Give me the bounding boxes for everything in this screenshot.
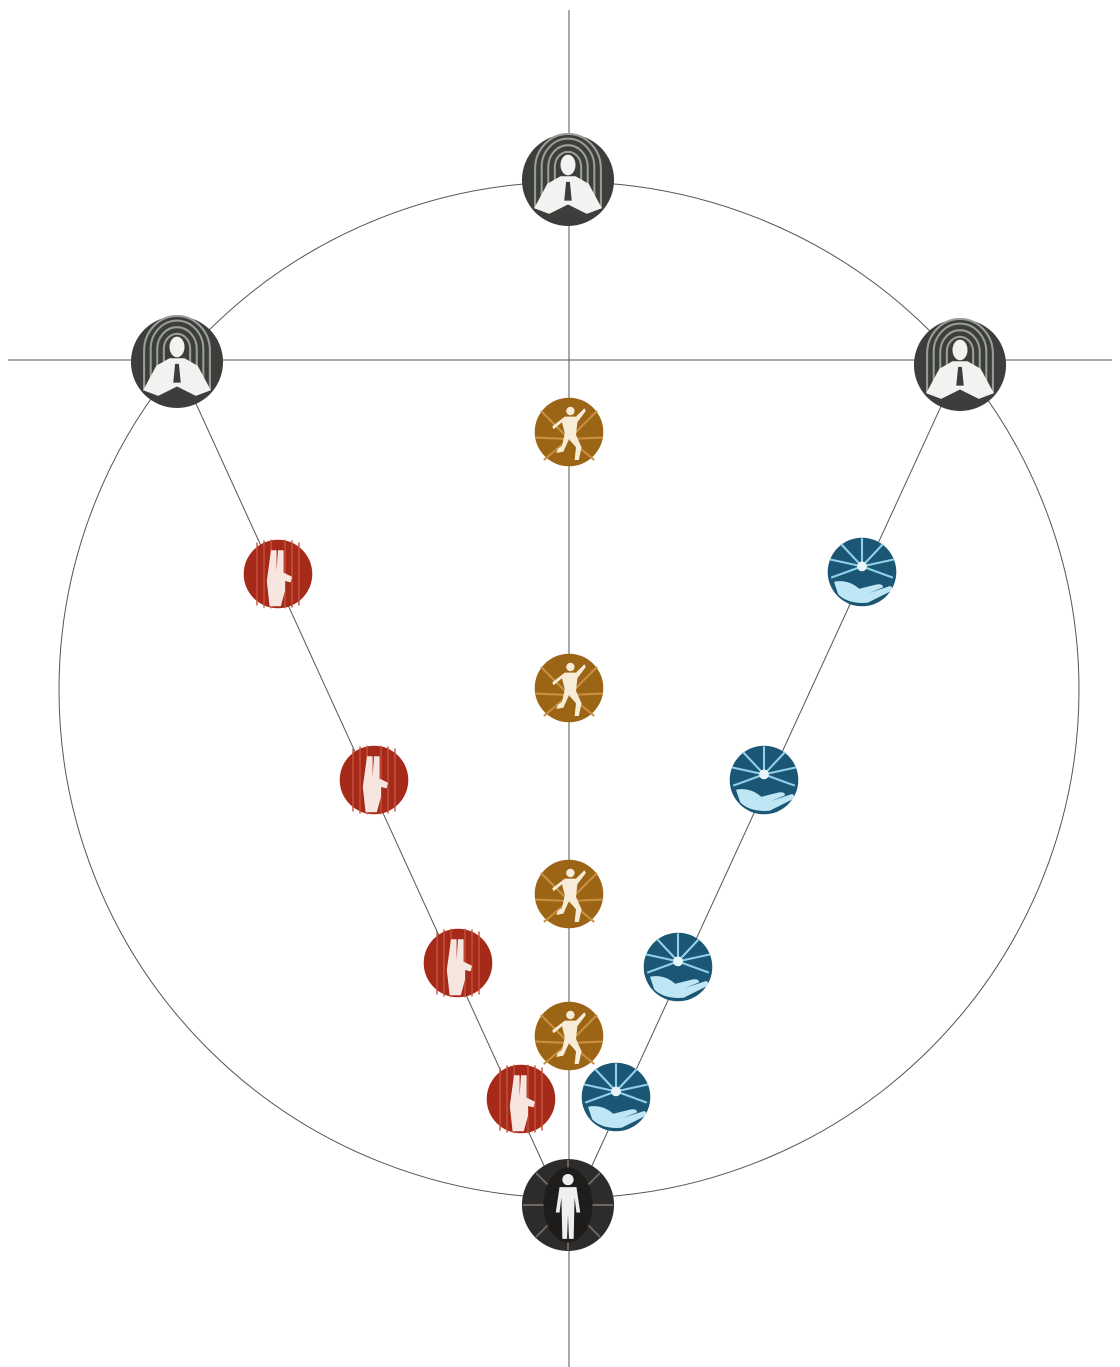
page-body <box>0 0 1120 1367</box>
blue-node <box>582 1063 651 1132</box>
orange-node <box>535 860 604 929</box>
top-node <box>522 134 614 226</box>
right-node <box>914 319 1006 411</box>
orange-node <box>535 398 604 467</box>
diagram <box>0 0 1120 1367</box>
orange-node <box>535 654 604 723</box>
orange-node <box>535 1002 604 1071</box>
red-node <box>424 929 493 998</box>
left-node <box>131 316 223 408</box>
blue-node <box>730 746 799 815</box>
bottom-node <box>522 1159 614 1251</box>
page: Diagram {} html, body { margin: 0; paddi… <box>0 0 1120 1367</box>
blue-node <box>828 538 897 607</box>
blue-node <box>644 933 713 1002</box>
red-node <box>340 746 409 815</box>
red-node <box>244 540 313 609</box>
red-node <box>487 1065 556 1134</box>
